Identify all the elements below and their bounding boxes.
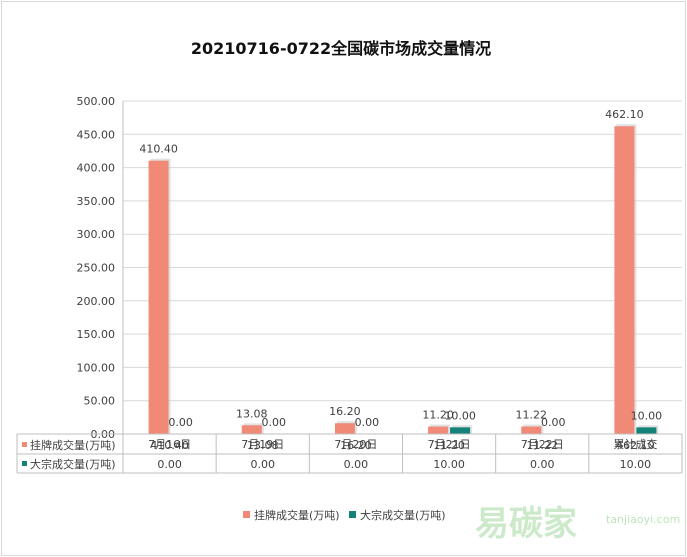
legend-swatch	[243, 511, 250, 518]
table-cell: 0.00	[251, 458, 276, 471]
watermark: 易碳家 tanjiaoyi.com	[475, 504, 680, 544]
y-tick-label: 250.00	[77, 262, 116, 275]
x-tick-label: 7月22日	[521, 438, 564, 451]
bar-listed-volume	[521, 426, 542, 434]
table-cell: 10.00	[620, 458, 652, 471]
table-legend-key	[22, 461, 27, 466]
data-label: 11.22	[516, 409, 548, 422]
y-tick-label: 200.00	[77, 295, 116, 308]
chart-title: 20210716-0722全国碳市场成交量情况	[191, 39, 491, 58]
bar-listed-volume	[148, 160, 169, 435]
table-cell: 462.10	[616, 439, 655, 452]
y-tick-label: 450.00	[77, 128, 116, 141]
table-row-header: 大宗成交量(万吨)	[30, 457, 116, 471]
legend: 挂牌成交量(万吨) 大宗成交量(万吨)	[243, 508, 446, 522]
y-tick-label: 150.00	[77, 328, 116, 341]
bar-block-volume	[450, 427, 471, 434]
y-tick-label: 300.00	[77, 228, 116, 241]
legend-label: 大宗成交量(万吨)	[360, 508, 446, 522]
bar-listed-volume	[614, 126, 635, 435]
x-tick-label: 7月19日	[241, 438, 284, 451]
grid: 0.00 50.00 100.00 150.00 200.00 250.00 300.00 3…	[77, 95, 682, 473]
table-row-header: 挂牌成交量(万吨)	[30, 438, 116, 452]
x-tick-label: 7月20日	[334, 438, 377, 451]
data-label: 462.10	[605, 108, 644, 121]
table-cell: 11.20	[433, 439, 465, 452]
table-cell: 11.22	[527, 439, 559, 452]
bar-listed-volume	[241, 425, 262, 434]
legend-label: 挂牌成交量(万吨)	[254, 508, 340, 522]
data-label: 0.00	[262, 416, 287, 429]
y-tick-label: 350.00	[77, 195, 116, 208]
table-cell: 10.00	[433, 458, 465, 471]
table-cell: 0.00	[157, 458, 182, 471]
data-label: 10.00	[631, 409, 663, 422]
y-tick-label: 500.00	[77, 95, 116, 108]
data-label: 13.08	[236, 407, 268, 420]
y-tick-label: 50.00	[84, 395, 116, 408]
table-legend-key	[22, 442, 27, 447]
legend-swatch	[349, 511, 356, 518]
table-cell: 0.00	[344, 458, 369, 471]
x-tick-label: 7月16日	[148, 438, 191, 451]
data-label: 410.40	[139, 143, 178, 156]
table-cell: 16.20	[340, 439, 372, 452]
data-label: 10.00	[444, 409, 476, 422]
bar-listed-volume	[334, 423, 355, 434]
data-label: 0.00	[168, 416, 193, 429]
data-label: 0.00	[355, 416, 380, 429]
watermark-url: tanjiaoyi.com	[606, 513, 680, 526]
data-table: 7月16日 7月19日 7月20日 7月21日 7月22日 累计成交 挂牌成交量(万吨) 41…	[16, 433, 683, 474]
y-tick-label: 100.00	[77, 361, 116, 374]
table-cell: 410.40	[150, 439, 189, 452]
data-label: 16.20	[329, 405, 361, 418]
bars	[148, 124, 659, 435]
x-tick-label: 7月21日	[428, 438, 471, 451]
y-tick-label: 400.00	[77, 162, 116, 175]
data-label: 11.20	[422, 409, 454, 422]
bar-block-volume	[636, 427, 657, 434]
table-cell: 0.00	[530, 458, 555, 471]
x-tick-label: 累计成交	[613, 437, 657, 451]
bar-listed-volume	[428, 426, 449, 434]
table-cell: 13.08	[247, 439, 279, 452]
watermark-logo-text: 易碳家	[475, 504, 577, 544]
data-label: 0.00	[541, 416, 566, 429]
